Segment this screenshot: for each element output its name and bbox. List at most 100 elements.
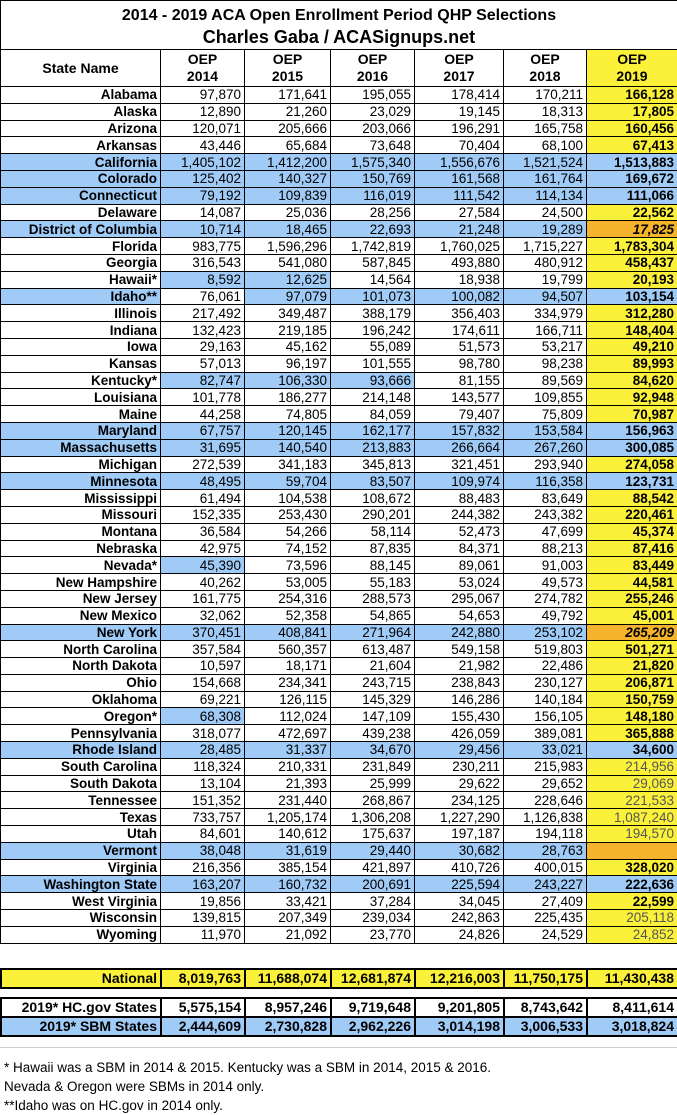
enrollment-cell: 65,684 [245,137,331,154]
enrollment-cell: 170,211 [504,87,587,104]
enrollment-cell: 8,592 [161,271,245,288]
state-name: Wisconsin [1,910,161,927]
enrollment-cell: 44,258 [161,406,245,423]
state-name: Nebraska [1,540,161,557]
state-name: Hawaii* [1,271,161,288]
state-name: Utah [1,826,161,843]
enrollment-cell: 54,266 [245,523,331,540]
enrollment-cell: 196,242 [331,322,415,339]
enrollment-cell: 17,825 [587,221,677,238]
enrollment-cell: 81,155 [415,372,504,389]
enrollment-cell: 148,180 [587,708,677,725]
enrollment-table: 2014 - 2019 ACA Open Enrollment Period Q… [0,0,677,944]
enrollment-cell: 47,699 [504,523,587,540]
total-cell: 9,719,648 [331,998,415,1017]
enrollment-cell: 22,562 [587,204,677,221]
column-header-label: OEP [418,51,500,68]
enrollment-cell: 166,711 [504,322,587,339]
enrollment-cell: 290,201 [331,506,415,523]
enrollment-cell: 19,856 [161,893,245,910]
enrollment-cell: 68,100 [504,137,587,154]
enrollment-cell: 12,890 [161,103,245,120]
state-name: North Carolina [1,641,161,658]
enrollment-cell: 19,289 [504,221,587,238]
enrollment-cell: 101,555 [331,355,415,372]
enrollment-cell: 116,358 [504,473,587,490]
state-name: Pennsylvania [1,725,161,742]
enrollment-cell: 91,003 [504,557,587,574]
enrollment-cell: 221,533 [587,792,677,809]
column-header-year: 2015 [248,68,327,85]
enrollment-cell: 439,238 [331,725,415,742]
enrollment-cell: 100,082 [415,288,504,305]
state-name: Alabama [1,87,161,104]
enrollment-cell: 203,066 [331,120,415,137]
table-title: 2014 - 2019 ACA Open Enrollment Period Q… [1,1,677,50]
enrollment-cell: 156,105 [504,708,587,725]
enrollment-cell: 96,197 [245,355,331,372]
enrollment-cell: 55,183 [331,574,415,591]
enrollment-cell: 266,664 [415,439,504,456]
enrollment-cell: 210,331 [245,758,331,775]
state-name: Indiana [1,322,161,339]
enrollment-cell: 243,382 [504,506,587,523]
enrollment-cell: 1,596,296 [245,238,331,255]
enrollment-cell: 21,092 [245,926,331,943]
enrollment-cell: 21,260 [245,103,331,120]
enrollment-cell: 84,601 [161,826,245,843]
enrollment-cell: 45,001 [587,607,677,624]
total-cell: 3,014,198 [415,1017,504,1036]
enrollment-cell: 385,154 [245,859,331,876]
enrollment-cell: 205,118 [587,910,677,927]
enrollment-cell: 162,177 [331,422,415,439]
enrollment-cell: 274,782 [504,590,587,607]
enrollment-cell: 97,870 [161,87,245,104]
enrollment-cell: 43,446 [161,137,245,154]
enrollment-cell: 118,324 [161,758,245,775]
enrollment-cell: 14,087 [161,204,245,221]
enrollment-cell: 213,883 [331,439,415,456]
enrollment-cell: 1,742,819 [331,238,415,255]
enrollment-cell: 10,597 [161,658,245,675]
enrollment-cell: 349,487 [245,305,331,322]
enrollment-cell: 74,152 [245,540,331,557]
enrollment-cell: 12,625 [245,271,331,288]
enrollment-cell: 109,839 [245,187,331,204]
enrollment-cell: 334,979 [504,305,587,322]
state-name: Idaho** [1,288,161,305]
enrollment-cell: 519,803 [504,641,587,658]
enrollment-cell: 123,731 [587,473,677,490]
enrollment-cell: 28,256 [331,204,415,221]
total-cell: 11,430,438 [587,969,677,988]
enrollment-cell: 22,599 [587,893,677,910]
enrollment-cell: 31,619 [245,842,331,859]
enrollment-cell: 244,382 [415,506,504,523]
enrollment-cell: 18,465 [245,221,331,238]
enrollment-cell: 234,341 [245,674,331,691]
enrollment-cell: 214,956 [587,758,677,775]
enrollment-cell: 254,316 [245,590,331,607]
enrollment-cell: 88,213 [504,540,587,557]
enrollment-cell: 48,495 [161,473,245,490]
enrollment-cell: 101,778 [161,389,245,406]
enrollment-cell: 205,666 [245,120,331,137]
enrollment-cell: 243,715 [331,674,415,691]
column-header-label: OEP [248,51,327,68]
title: 2014 - 2019 ACA Open Enrollment Period Q… [4,2,674,26]
enrollment-cell: 49,573 [504,574,587,591]
